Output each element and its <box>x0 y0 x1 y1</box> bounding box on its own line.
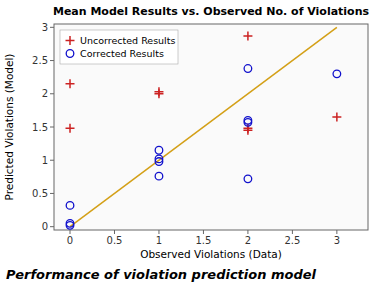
legend-box <box>60 30 178 64</box>
circle-point <box>66 222 74 230</box>
y-tick-label: 0.5 <box>32 188 48 199</box>
x-label: Observed Violations (Data) <box>140 248 282 260</box>
title: Mean Model Results vs. Observed No. of V… <box>53 5 370 18</box>
y-tick-label: 1.5 <box>32 122 48 133</box>
y-label: Predicted Violations (Model) <box>3 54 15 201</box>
plus-point <box>66 124 75 133</box>
plus-point <box>66 79 75 88</box>
y-tick <box>50 27 54 28</box>
circle-point <box>244 119 252 127</box>
x-tick <box>203 230 204 234</box>
x-tick <box>292 230 293 234</box>
plus-point <box>243 31 252 40</box>
x-tick <box>114 230 115 234</box>
legend: Uncorrected Results Corrected Results <box>60 30 178 64</box>
reference-line <box>70 27 337 226</box>
x-tick <box>336 230 337 234</box>
circle-point <box>244 175 252 183</box>
y-tick <box>50 193 54 194</box>
y-tick <box>50 226 54 227</box>
chart: 0 0.5 1 1.5 2 2.5 3 0 0.5 1 1.5 2 2.5 3 Mean Model Res… <box>0 0 380 287</box>
x-tick <box>70 230 71 234</box>
y-tick <box>50 93 54 94</box>
y-tick <box>50 60 54 61</box>
y-tick-label: 2.5 <box>32 55 48 66</box>
x-tick <box>158 230 159 234</box>
x-tick-label: 0 <box>67 235 73 246</box>
legend-symbol <box>66 36 75 45</box>
circle-point <box>244 65 252 73</box>
x-tick-label: 3 <box>334 235 340 246</box>
x-tick-label: 1.5 <box>195 235 211 246</box>
legend-label: Uncorrected Results <box>80 35 175 46</box>
y-tick-label: 3 <box>42 22 48 33</box>
x-tick-label: 0.5 <box>107 235 123 246</box>
y-tick-label: 2 <box>42 88 48 99</box>
plot-frame <box>54 24 368 230</box>
plus-point <box>332 113 341 122</box>
circle-point <box>155 146 163 154</box>
y-tick <box>50 160 54 161</box>
y-tick-label: 0 <box>42 221 48 232</box>
circle-point <box>155 172 163 180</box>
legend-label: Corrected Results <box>80 48 164 59</box>
marks <box>66 27 342 229</box>
circle-point <box>155 158 163 166</box>
caption: Performance of violation prediction mode… <box>6 267 317 282</box>
y-tick <box>50 127 54 128</box>
circle-point <box>333 70 341 78</box>
plus-point <box>243 126 252 135</box>
x-tick-label: 2 <box>245 235 251 246</box>
x-tick-label: 1 <box>156 235 162 246</box>
circle-point <box>66 202 74 210</box>
x-tick-label: 2.5 <box>284 235 300 246</box>
plus-point <box>154 89 163 98</box>
x-tick <box>247 230 248 234</box>
legend-symbol <box>66 50 74 58</box>
y-tick-label: 1 <box>42 155 48 166</box>
